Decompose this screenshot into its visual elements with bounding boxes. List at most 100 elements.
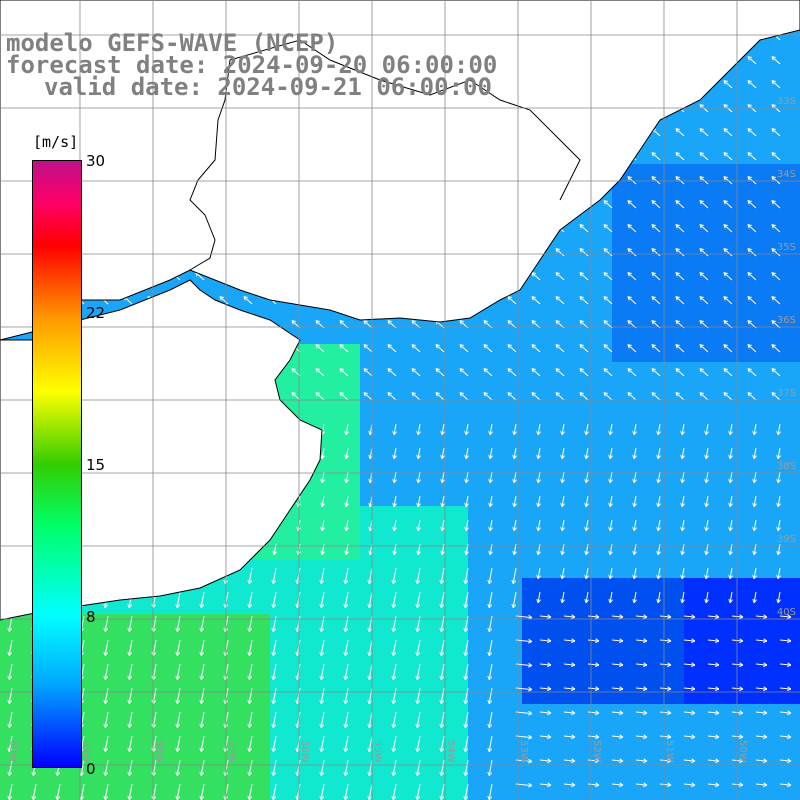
wind-cell (234, 722, 252, 740)
wind-arrow (611, 663, 623, 666)
wind-arrow-head (633, 551, 637, 556)
wind-cell (666, 308, 684, 326)
wind-arrow-head (651, 392, 656, 395)
wind-cell (504, 434, 522, 452)
wind-arrow-head (633, 599, 637, 604)
wind-cell (378, 596, 396, 614)
wind-arrow (488, 735, 493, 752)
wind-arrow-head (675, 296, 680, 299)
wind-arrow-head (579, 296, 584, 299)
wind-cell (684, 218, 702, 236)
wind-arrow-head (223, 675, 226, 680)
wind-cell (702, 200, 720, 218)
wind-cell (666, 236, 684, 254)
wind-arrow (392, 639, 397, 656)
wind-cell (306, 380, 324, 398)
wind-cell (612, 794, 630, 800)
wind-cell (756, 92, 774, 110)
wind-cell (648, 164, 666, 182)
wind-arrow-head (571, 614, 576, 618)
wind-cell (90, 614, 108, 632)
wind-cell (612, 182, 630, 200)
wind-cell (342, 398, 360, 416)
wind-arrow (392, 711, 397, 728)
wind-cell (486, 578, 504, 596)
wind-arrow-head (319, 699, 322, 704)
wind-arrow-head (415, 747, 418, 752)
wind-cell (306, 578, 324, 596)
wind-arrow-head (584, 430, 587, 435)
wind-arrow-head (435, 344, 438, 349)
wind-arrow (627, 200, 637, 209)
wind-arrow (513, 471, 517, 483)
wind-arrow-head (699, 200, 702, 205)
wind-cell (414, 452, 432, 470)
wind-arrow-head (199, 771, 202, 776)
wind-cell (774, 794, 792, 800)
wind-cell (324, 722, 342, 740)
wind-arrow (699, 176, 709, 185)
wind-arrow-head (127, 699, 130, 704)
wind-arrow-head (651, 248, 654, 253)
wind-arrow (611, 687, 623, 690)
wind-arrow-head (771, 224, 776, 227)
wind-cell (450, 416, 468, 434)
wind-arrow-head (675, 248, 678, 253)
wind-cell (774, 704, 792, 722)
wind-cell (234, 740, 252, 758)
wind-cell (360, 740, 378, 758)
wind-cell (702, 146, 720, 164)
wind-cell (576, 632, 594, 650)
wind-cell (720, 578, 738, 596)
wind-arrow (579, 248, 589, 257)
wind-arrow (699, 152, 709, 161)
wind-cell (504, 488, 522, 506)
wind-arrow-head (771, 272, 774, 277)
wind-cell (720, 380, 738, 398)
wind-cell (306, 362, 324, 380)
wind-arrow-head (247, 603, 250, 608)
wind-arrow-head (747, 152, 750, 157)
wind-cell (738, 254, 756, 272)
wind-cell (648, 344, 666, 362)
wind-cell (630, 452, 648, 470)
wind-arrow (681, 471, 685, 483)
wind-arrow-head (723, 344, 726, 349)
wind-arrow (753, 591, 757, 603)
wind-cell (576, 758, 594, 776)
wind-cell (558, 596, 576, 614)
wind-arrow (771, 368, 781, 377)
wind-arrow-head (657, 479, 661, 484)
wind-cell (108, 632, 126, 650)
wind-arrow-head (715, 686, 720, 690)
wind-cell (486, 470, 504, 488)
wind-arrow-head (561, 527, 565, 532)
wind-arrow (699, 224, 709, 233)
wind-arrow (747, 128, 757, 137)
wind-cell (522, 362, 540, 380)
wind-arrow (320, 735, 325, 752)
wind-arrow (344, 711, 349, 728)
wind-cell (738, 650, 756, 668)
wind-arrow-head (200, 700, 205, 705)
wind-arrow-head (609, 503, 613, 508)
wind-arrow (635, 711, 647, 714)
wind-arrow-head (392, 430, 395, 435)
wind-arrow-head (747, 128, 750, 133)
wind-arrow-head (739, 640, 744, 644)
wind-arrow (603, 272, 613, 281)
wind-arrow-head (176, 772, 181, 777)
wind-arrow-head (513, 479, 517, 484)
wind-arrow (561, 519, 565, 531)
wind-arrow-head (752, 550, 755, 555)
wind-arrow-head (651, 392, 654, 397)
wind-cell (522, 398, 540, 416)
wind-arrow-head (344, 526, 347, 531)
wind-cell (360, 632, 378, 650)
wind-cell (378, 416, 396, 434)
wind-arrow-head (291, 392, 296, 395)
wind-cell (540, 722, 558, 740)
wind-cell (702, 380, 720, 398)
wind-cell (774, 164, 792, 182)
wind-arrow-head (704, 430, 707, 435)
